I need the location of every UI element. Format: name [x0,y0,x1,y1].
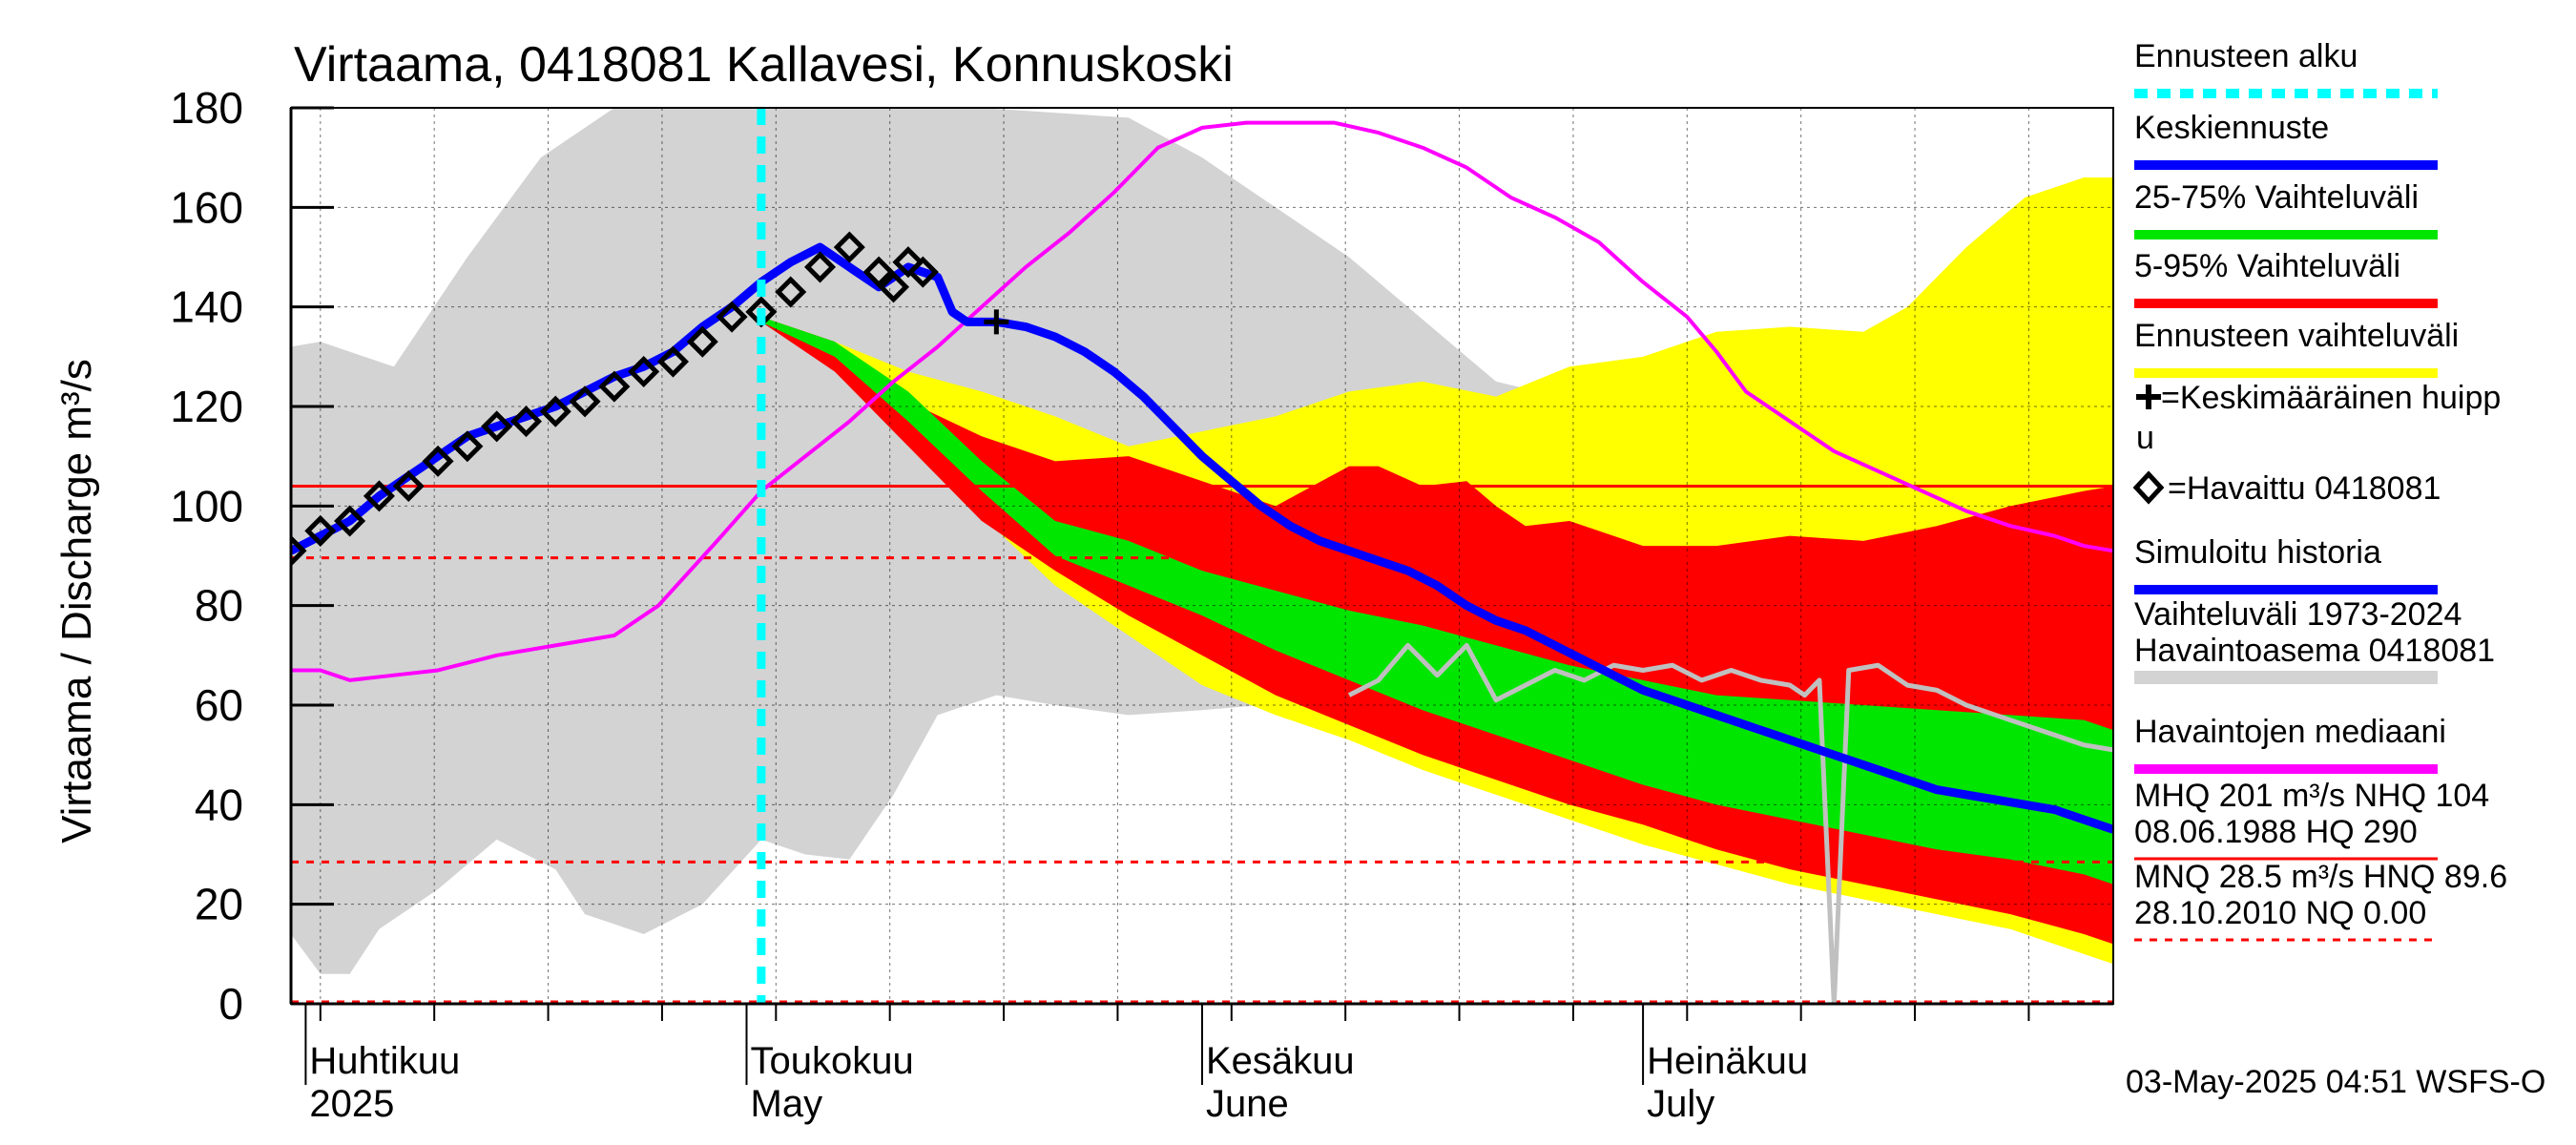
y-tick-label: 20 [195,880,243,929]
month-label-fi: Heinäkuu [1647,1040,1808,1082]
month-label-en: 2025 [309,1083,394,1125]
legend-label: =Havaittu 0418081 [2168,470,2441,507]
legend-item: Ennusteen vaihteluväli [2134,318,2459,378]
legend-label: Ennusteen vaihteluväli [2134,318,2459,354]
y-tick-label: 140 [170,282,243,332]
legend-item: =Havaittu 0418081 [2132,470,2441,507]
legend-label: 25-75% Vaihteluväli [2134,179,2419,216]
chart-title: Virtaama, 0418081 Kallavesi, Konnuskoski [294,37,1234,93]
observed-point [363,480,395,512]
y-tick-label: 60 [195,680,243,730]
observed-point [656,345,690,378]
month-label-fi: Huhtikuu [309,1040,460,1082]
observed-point [392,469,425,503]
observed-point [598,370,631,403]
legend: Ennusteen alku Keskiennuste 25-75% Vaihtel… [2132,38,2507,942]
observed-point [775,276,807,308]
legend-label: u [2136,420,2154,456]
legend-label: Keskiennuste [2134,110,2329,146]
observed-point [509,406,542,438]
p25-75-band [760,317,2113,885]
observed-point [906,256,939,288]
legend-item: Havaintojen mediaani [2134,714,2446,774]
y-tick-label: 120 [170,382,243,431]
legend-label: Simuloitu historia [2134,534,2381,571]
legend-label: Ennusteen alku [2134,38,2358,74]
historical-median-line [1347,642,2113,1004]
y-tick-label: 160 [170,182,243,232]
legend-label: Havaintoasema 0418081 [2134,633,2495,669]
plot-clipped-group [291,108,2113,1004]
observed-point [334,505,366,537]
legend-label: MHQ 201 m³/s NHQ 104 [2134,778,2489,814]
observed-point [569,385,601,418]
observed-point [422,445,454,477]
footer-timestamp: 03-May-2025 04:51 WSFS-O [2126,1064,2545,1100]
legend-label: 5-95% Vaihteluväli [2134,248,2400,284]
observed-point [539,395,571,427]
legend-item: Vaihteluväli 1973-2024 Havaintoasema 041… [2134,596,2495,684]
legend-diamond-icon [2132,470,2165,505]
y-tick-label: 100 [170,481,243,531]
observed-point [877,271,910,303]
y-tick-label: 80 [195,581,243,631]
peak-marker [984,309,1009,335]
month-label-en: May [751,1083,823,1125]
legend-item: Simuloitu historia [2134,534,2438,594]
observed-point [481,410,513,443]
month-label-en: June [1206,1083,1289,1125]
observed-point [862,256,895,288]
legend-label: Vaihteluväli 1973-2024 [2134,596,2462,633]
legend-plus-icon [2136,385,2161,409]
legend-label: 28.10.2010 NQ 0.00 [2134,895,2426,931]
mean-forecast-line [995,317,2113,834]
legend-label: MNQ 28.5 m³/s HNQ 89.6 [2134,859,2507,895]
legend-item: MNQ 28.5 m³/s HNQ 89.628.10.2010 NQ 0.00 [2134,859,2507,942]
observed-point [451,430,484,463]
legend-item: Ennusteen alku [2134,38,2438,98]
observed-point [291,534,307,567]
legend-label: 08.06.1988 HQ 290 [2134,814,2418,850]
observed-point [304,514,337,547]
plot-area [291,108,2113,1004]
month-label-en: July [1647,1083,1714,1125]
observed-point [892,246,924,279]
legend-item: 5-95% Vaihteluväli [2134,248,2438,308]
observed-point [628,355,660,388]
month-label-fi: Kesäkuu [1206,1040,1355,1082]
y-tick-label: 40 [195,780,243,829]
observed-point [716,301,748,333]
y-tick-label: 180 [170,83,243,133]
observed-point [686,325,718,358]
observed-point [803,251,837,283]
legend-item: Keskiennuste [2134,110,2438,170]
y-axis-label: Virtaama / Discharge m³/s [53,359,100,843]
month-label-fi: Toukokuu [751,1040,914,1082]
observed-point [833,231,865,263]
legend-label: =Keskimääräinen huipp [2161,380,2501,416]
y-tick-label: 0 [218,979,243,1029]
observed-median-line [291,120,2113,682]
legend-item: 25-75% Vaihteluväli [2134,179,2438,239]
legend-label: Havaintojen mediaani [2134,714,2446,750]
